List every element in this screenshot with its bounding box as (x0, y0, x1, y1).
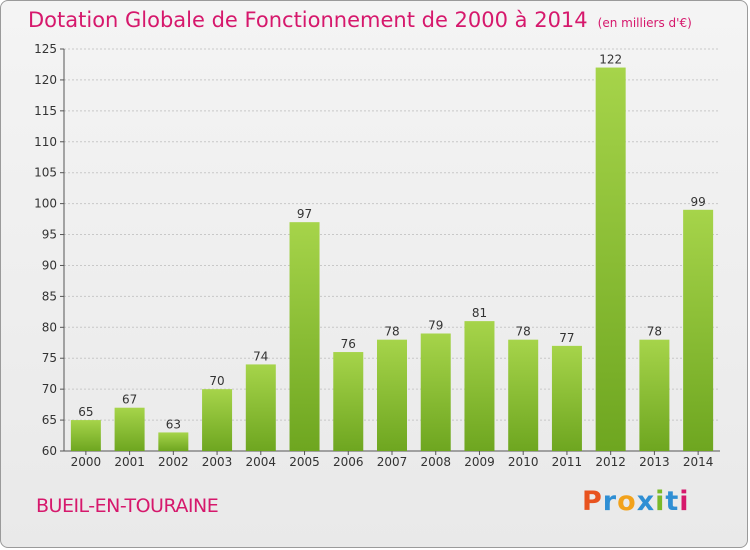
bar-2011 (551, 345, 582, 451)
bar-2012 (595, 67, 626, 452)
y-tick-label: 70 (42, 382, 57, 396)
value-label: 79 (428, 318, 443, 332)
value-label: 74 (253, 349, 268, 363)
value-label: 67 (122, 393, 137, 407)
bar-2003 (202, 389, 233, 451)
logo-letter: i (679, 486, 690, 517)
logo-letter: r (602, 486, 618, 517)
commune-name: BUEIL-EN-TOURAINE (36, 495, 219, 517)
bar-2005 (289, 222, 320, 451)
bars (70, 67, 714, 452)
x-tick-label: 2006 (333, 455, 364, 469)
value-label: 77 (559, 331, 574, 345)
value-label: 63 (166, 417, 181, 431)
y-tick-label: 120 (34, 73, 57, 87)
y-tick-label: 115 (34, 104, 57, 118)
x-tick-label: 2014 (683, 455, 714, 469)
y-tick-label: 80 (42, 320, 57, 334)
x-tick-label: 2011 (552, 455, 583, 469)
bar-2013 (639, 339, 670, 451)
proxiti-logo: Proxiti (582, 486, 690, 517)
value-label: 76 (341, 337, 356, 351)
value-label: 65 (78, 405, 93, 419)
bar-2002 (158, 432, 189, 451)
value-label: 81 (472, 306, 487, 320)
x-tick-label: 2012 (595, 455, 626, 469)
value-label: 70 (209, 374, 224, 388)
x-tick-label: 2013 (639, 455, 670, 469)
y-tick-label: 75 (42, 351, 57, 365)
x-tick-label: 2009 (464, 455, 495, 469)
logo-letter: t (665, 486, 680, 517)
chart-title-text: Dotation Globale de Fonctionnement de 20… (28, 8, 588, 32)
value-label: 78 (647, 325, 662, 339)
y-tick-label: 100 (34, 197, 57, 211)
y-tick-label: 60 (42, 444, 57, 458)
x-tick-label: 2005 (289, 455, 320, 469)
y-tick-label: 95 (42, 228, 57, 242)
bar-2006 (333, 352, 364, 451)
y-tick-label: 90 (42, 258, 57, 272)
value-label: 97 (297, 207, 312, 221)
y-tick-label: 65 (42, 413, 57, 427)
value-labels: 65 67 63 70 74 97 76 78 79 81 78 77 122 78 99 (78, 53, 706, 432)
value-label: 78 (516, 325, 531, 339)
logo-letter: x (636, 486, 656, 517)
x-tick-label: 2004 (246, 455, 277, 469)
x-tick-label: 2008 (420, 455, 451, 469)
bar-2000 (70, 420, 101, 451)
y-tick-label: 110 (34, 135, 57, 149)
bar-2007 (377, 339, 407, 451)
logo-letter: o (617, 486, 637, 517)
bar-2009 (464, 321, 495, 451)
bar-2004 (245, 364, 276, 451)
x-tick-label: 2007 (377, 455, 408, 469)
y-tick-label: 85 (42, 289, 57, 303)
bar-2001 (114, 407, 145, 451)
x-tick-label: 2003 (202, 455, 233, 469)
logo-letter: P (582, 486, 603, 517)
x-tick-label: 2000 (71, 455, 102, 469)
value-label: 122 (599, 53, 622, 67)
y-tick-label: 125 (34, 42, 57, 56)
y-tick-label: 105 (34, 166, 57, 180)
x-tick-label: 2002 (158, 455, 189, 469)
bar-2014 (683, 209, 714, 451)
bar-2010 (508, 339, 539, 451)
logo-letter: i (655, 486, 666, 517)
chart-unit-note: (en milliers d'€) (597, 16, 692, 30)
x-tick-label: 2001 (114, 455, 145, 469)
tick-labels: 60 65 70 75 80 85 90 95 100 105 110 115 120 125 2000 20… (34, 42, 713, 469)
value-label: 78 (384, 325, 399, 339)
x-tick-label: 2010 (508, 455, 539, 469)
chart-title: Dotation Globale de Fonctionnement de 20… (28, 8, 692, 32)
bar-2008 (420, 333, 451, 451)
value-label: 99 (690, 195, 705, 209)
